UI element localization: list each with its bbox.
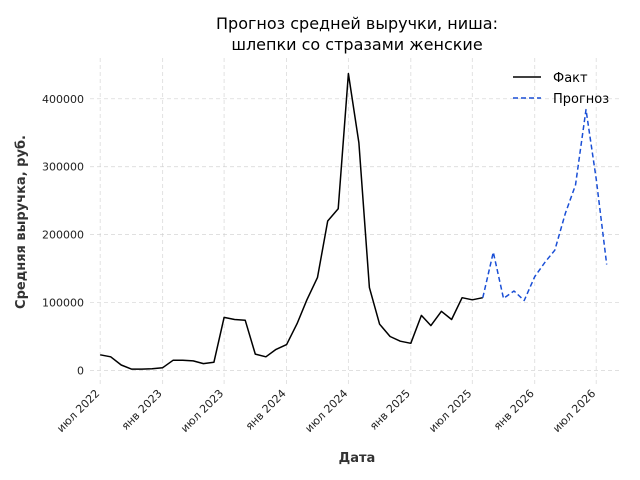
x-tick-label: янв 2024: [243, 387, 289, 433]
x-tick-label: янв 2023: [119, 387, 165, 433]
forecast-series-line: [482, 108, 608, 302]
y-axis-ticks: 0 100000 200000 300000 400000: [42, 93, 84, 378]
legend-label-forecast: Прогноз: [553, 92, 609, 107]
x-axis-label: Дата: [339, 451, 376, 466]
y-tick-label: 300000: [42, 161, 84, 174]
x-tick-label: янв 2026: [491, 387, 537, 433]
x-tick-label: июл 2023: [178, 387, 226, 435]
series-lines: [100, 72, 608, 370]
chart-title-line-1: Прогноз средней выручки, ниша:: [216, 14, 498, 33]
fact-series-line: [100, 72, 483, 370]
chart-title-line-2: шлепки со стразами женские: [231, 35, 482, 54]
legend: Факт Прогноз: [513, 71, 609, 107]
grid: [90, 58, 622, 384]
legend-label-fact: Факт: [553, 71, 588, 86]
y-tick-label: 0: [77, 364, 84, 377]
y-axis-label: Средняя выручка, руб.: [14, 135, 29, 309]
x-tick-label: июл 2026: [550, 387, 598, 435]
x-tick-label: янв 2025: [367, 387, 413, 433]
x-tick-label: июл 2024: [302, 387, 350, 435]
x-tick-label: июл 2025: [426, 387, 474, 435]
y-tick-label: 200000: [42, 229, 84, 242]
y-tick-label: 100000: [42, 297, 84, 310]
x-tick-label: июл 2022: [54, 387, 102, 435]
y-tick-label: 400000: [42, 93, 84, 106]
x-axis-ticks: июл 2022 янв 2023 июл 2023 янв 2024 июл 2024…: [54, 387, 598, 435]
